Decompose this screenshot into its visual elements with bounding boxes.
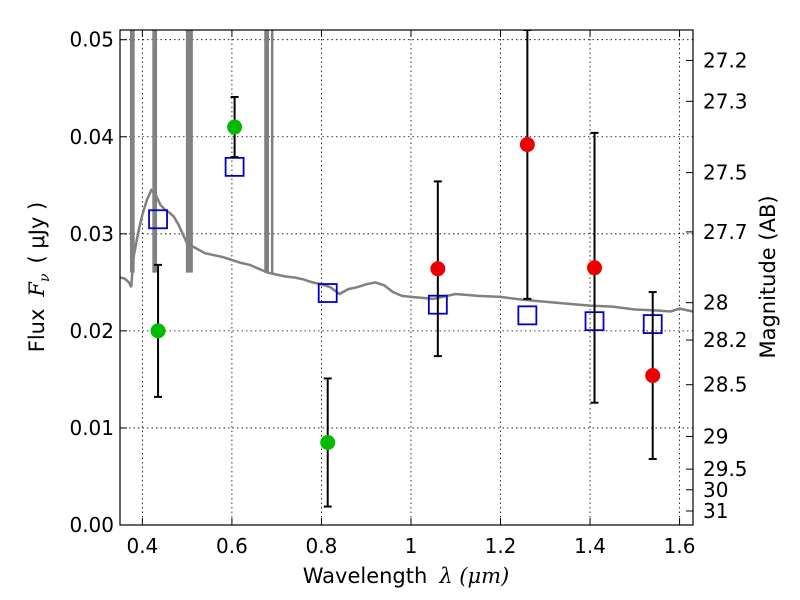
plot-area — [120, 30, 693, 508]
y-axis-label: FluxFν( μJy ) — [25, 202, 53, 352]
grid — [120, 30, 693, 526]
y2-tick-label: 31 — [703, 499, 728, 523]
y-tick-label: 0.04 — [69, 125, 114, 149]
x-tick-label: 0.6 — [216, 534, 248, 558]
y-tick-label: 0.01 — [69, 416, 114, 440]
red-flux-point — [430, 261, 446, 277]
y-tick-label: 0.03 — [69, 222, 114, 246]
model-square — [148, 209, 168, 230]
x-tick-label: 0.4 — [126, 534, 158, 558]
red-flux-point — [587, 260, 603, 276]
y2-axis-label: Magnitude (AB) — [756, 195, 780, 358]
y2-tick-label: 27.7 — [703, 220, 748, 244]
x-tick-label: 1.6 — [664, 534, 696, 558]
x-tick-label: 1.4 — [574, 534, 606, 558]
y-tick-label: 0.05 — [69, 28, 114, 52]
y2-tick-label: 30 — [703, 478, 728, 502]
green-flux-point — [227, 119, 243, 135]
y2-tick-label: 27.5 — [703, 161, 748, 185]
y-tick-label: 0.02 — [69, 319, 114, 343]
x-tick-label: 0.8 — [306, 534, 338, 558]
axes: 0.4 0.6 0.8 1 1.2 1.4 1.6 0.00 0.01 0.02 0.03 0.04 0… — [69, 28, 747, 558]
y2-tick-label: 28.5 — [703, 373, 748, 397]
y-tick-label: 0.00 — [69, 513, 114, 537]
x-tick-label: 1.2 — [485, 534, 517, 558]
x-axis-label: Wavelength λ (μm) — [303, 564, 510, 588]
spectrum-line — [120, 187, 693, 313]
green-flux-point — [320, 435, 336, 450]
model-square — [317, 283, 338, 303]
model-square — [224, 156, 245, 177]
green-flux-point — [150, 323, 166, 339]
x-tick-label: 1 — [405, 534, 418, 558]
y2-tick-label: 27.2 — [703, 48, 748, 72]
y2-tick-label: 29 — [703, 424, 728, 448]
red-flux-point — [519, 137, 535, 153]
y2-tick-label: 28.2 — [703, 328, 748, 352]
y2-tick-label: 28 — [703, 291, 728, 315]
red-flux-point — [645, 368, 661, 384]
y2-tick-label: 29.5 — [703, 457, 748, 481]
model-square — [517, 305, 538, 326]
plot-frame — [119, 29, 694, 526]
y2-tick-label: 27.3 — [703, 89, 748, 113]
